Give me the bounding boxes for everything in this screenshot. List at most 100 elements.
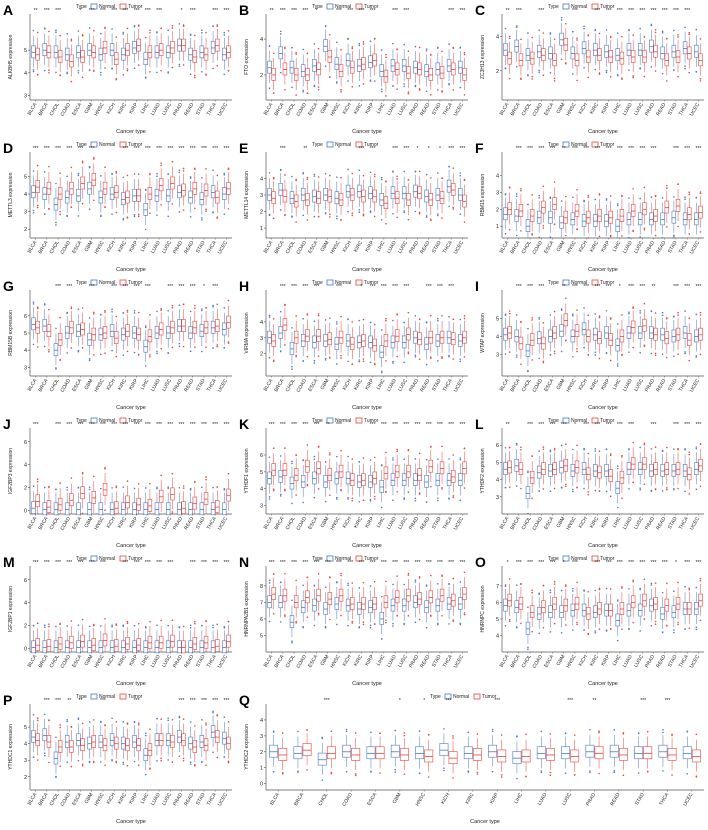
outlier-point <box>111 67 113 70</box>
box <box>199 502 205 516</box>
outlier-point <box>167 215 169 218</box>
outlier-point <box>313 173 316 176</box>
outlier-point <box>149 356 151 358</box>
significance-label: *** <box>651 8 657 14</box>
box <box>406 588 411 602</box>
box <box>518 53 524 67</box>
box <box>158 322 164 336</box>
outlier-point <box>609 195 612 197</box>
outlier-point <box>167 487 169 490</box>
outlier-point <box>167 72 169 74</box>
box-tumor-lusc <box>170 24 175 69</box>
box-tumor-esca <box>316 176 321 218</box>
y-tick-label: 4 <box>260 320 263 326</box>
box <box>664 331 670 345</box>
x-tick-label: HNSC <box>329 378 341 394</box>
outlier-point <box>531 319 533 321</box>
box-normal-stad <box>199 486 205 516</box>
box-tumor-gbm <box>327 33 333 79</box>
outlier-point <box>122 218 125 221</box>
x-tick-label: ESCA <box>307 239 319 254</box>
significance-label: *** <box>358 8 364 14</box>
x-tick-label: LUAD <box>386 516 398 531</box>
outlier-point <box>407 50 410 53</box>
outlier-point <box>583 447 585 450</box>
outlier-point <box>425 458 428 461</box>
outlier-point <box>385 319 387 322</box>
box-normal-lusc <box>637 446 643 491</box>
outlier-point <box>609 454 612 457</box>
outlier-point <box>396 175 398 178</box>
outlier-point <box>373 498 376 500</box>
outlier-point <box>126 480 129 482</box>
outlier-point <box>284 447 286 449</box>
outlier-point <box>137 64 140 66</box>
outlier-point <box>542 360 545 363</box>
x-tick-label: READ <box>419 654 431 669</box>
box-normal-luad <box>390 42 396 87</box>
box <box>514 209 519 222</box>
outlier-point <box>385 451 387 454</box>
significance-label: *** <box>459 146 465 152</box>
outlier-point <box>351 172 354 175</box>
significance-label: *** <box>594 284 600 290</box>
outlier-point <box>100 74 102 76</box>
outlier-point <box>515 356 518 358</box>
box <box>574 460 580 474</box>
box-tumor-hnsc <box>574 309 580 353</box>
box <box>581 41 587 55</box>
outlier-point <box>340 357 342 359</box>
outlier-point <box>126 217 129 219</box>
outlier-point <box>504 585 507 588</box>
outlier-point <box>616 73 619 76</box>
legend-normal-swatch <box>90 3 98 10</box>
x-tick-label: KIRP <box>128 239 139 253</box>
x-tick-label: UCEC <box>217 378 229 394</box>
outlier-point <box>531 317 533 319</box>
outlier-point <box>684 198 686 201</box>
outlier-point <box>396 614 398 617</box>
outlier-point <box>189 624 192 627</box>
outlier-point <box>279 169 282 172</box>
box-normal-esca <box>76 308 81 353</box>
box-tumor-luad <box>630 306 636 349</box>
outlier-point <box>362 621 365 623</box>
outlier-point <box>70 40 73 42</box>
outlier-point <box>572 488 574 491</box>
legend-title: Type <box>312 142 323 148</box>
outlier-point <box>358 360 361 363</box>
box-normal-esca <box>548 196 553 238</box>
outlier-point <box>677 311 679 314</box>
box-normal-hnsc <box>334 581 340 626</box>
outlier-point <box>373 362 376 365</box>
significance-label: *** <box>167 560 173 566</box>
y-tick-label: 5 <box>496 460 499 466</box>
box <box>42 640 47 654</box>
box-normal-prad <box>177 304 182 348</box>
box-tumor-luad <box>158 162 164 206</box>
box <box>293 67 299 81</box>
x-tick-label: UCEC <box>689 378 701 394</box>
box-tumor-lihc <box>383 451 389 494</box>
outlier-point <box>291 640 293 643</box>
box <box>593 43 598 56</box>
x-tick-label: READ <box>655 378 667 393</box>
outlier-point <box>43 486 46 489</box>
significance-label: *** <box>291 422 297 428</box>
significance-label: *** <box>594 146 600 152</box>
outlier-point <box>216 303 219 306</box>
box-normal-kirc <box>121 176 126 221</box>
box-tumor-prad <box>653 312 658 357</box>
box-normal-kich <box>581 447 587 490</box>
box <box>559 215 564 229</box>
box <box>424 64 429 78</box>
outlier-point <box>650 489 653 492</box>
outlier-point <box>654 70 657 72</box>
box-tumor-lihc <box>619 454 625 499</box>
box-tumor-kirc <box>125 27 130 72</box>
outlier-point <box>504 27 507 30</box>
outlier-point <box>583 487 585 490</box>
legend-normal-swatch <box>326 417 334 424</box>
box <box>143 640 148 654</box>
box-tumor-lusc <box>406 179 411 221</box>
